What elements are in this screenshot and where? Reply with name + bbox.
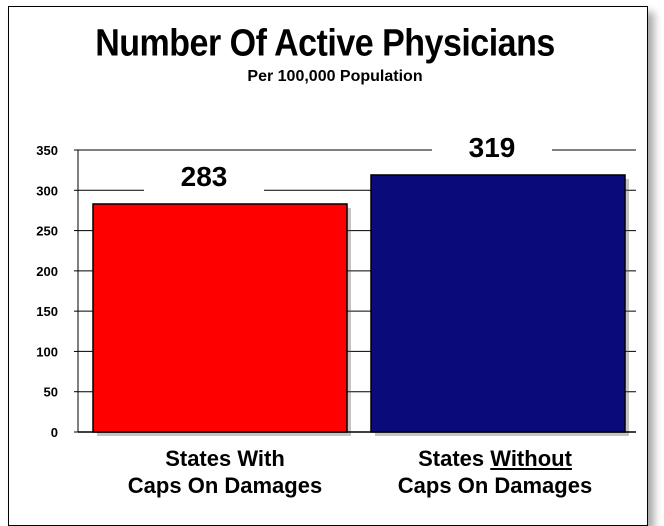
category-label-states-without-caps: States Without Caps On Damages [397,446,593,498]
data-label: 319 [469,132,516,163]
y-tick-label: 200 [36,264,58,279]
y-tick-label: 100 [36,344,58,359]
data-label-background [144,161,264,194]
bar [370,174,626,433]
category-label-states-with-caps: States With Caps On Damages [127,446,323,498]
bar-chart: 0 50 100 150 200 250 300 350 283 319 [36,132,636,440]
y-tick-label: 50 [44,385,58,400]
data-label-background [432,132,552,165]
chart-subtitle: Per 100,000 Population [247,68,423,85]
y-tick-label: 300 [36,183,58,198]
y-tick-label: 150 [36,304,58,319]
y-tick-label: 250 [36,224,58,239]
y-tick-label: 0 [51,425,58,440]
data-label: 283 [181,161,228,192]
y-tick-label: 350 [36,143,58,158]
bar [92,203,348,433]
chart-title: Number Of Active Physicians [95,21,555,65]
